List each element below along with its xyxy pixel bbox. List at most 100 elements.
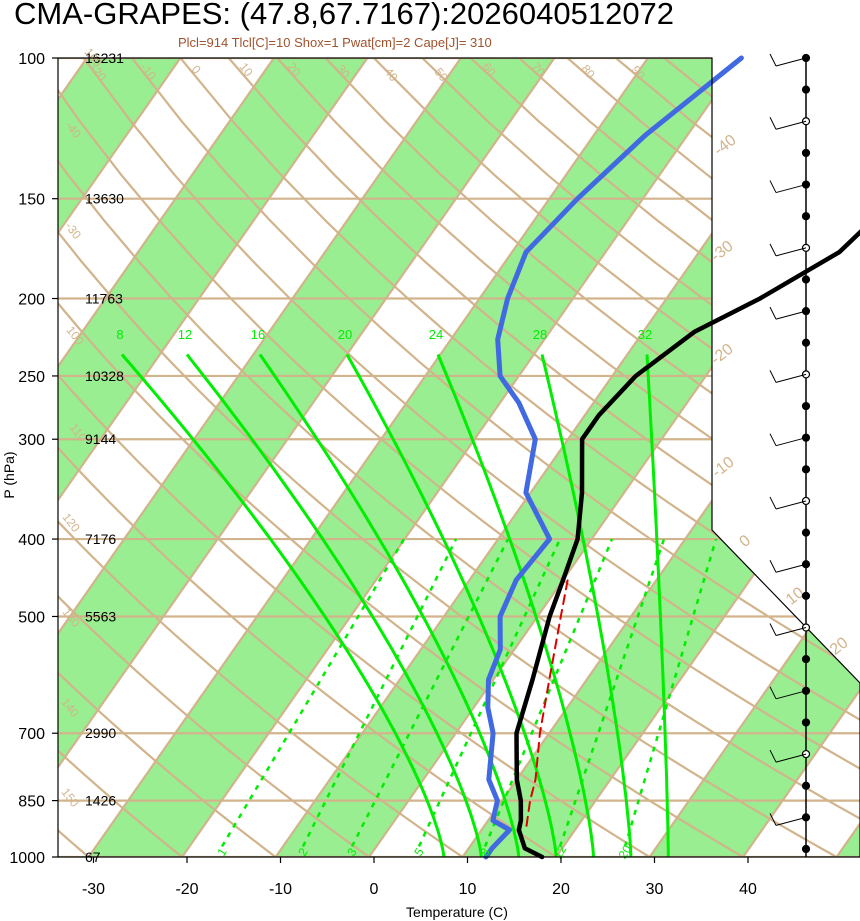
isotherm-line <box>58 58 517 857</box>
wind-barb <box>775 500 807 510</box>
dry-adiabat-line <box>58 58 514 857</box>
wind-barb <box>775 816 807 826</box>
mixing-ratio-line <box>301 538 458 847</box>
dewpoint-line <box>483 55 744 860</box>
chart-subtitle: Plcl=914 Tlcl[C]=10 Shox=1 Pwat[cm]=2 Ca… <box>178 35 492 50</box>
wind-barb <box>769 117 777 130</box>
isotherm-band <box>58 58 609 857</box>
dry-adiabat-label: 120 <box>59 510 83 535</box>
dry-adiabat-line <box>58 58 418 857</box>
isotherm-line <box>625 58 860 857</box>
isotherm-line <box>64 58 704 857</box>
wind-barb-dot <box>801 718 811 727</box>
temperature-line <box>514 229 860 860</box>
y-tick-label: 400 <box>18 532 45 549</box>
moist-adiabat-label: 16 <box>251 327 265 342</box>
isotherm-line <box>158 58 797 857</box>
mixing-ratio-line <box>483 538 614 847</box>
x-axis-label: Temperature (C) <box>406 904 508 920</box>
wind-barb <box>769 560 777 573</box>
isotherm-band <box>637 58 860 857</box>
height-label: 5563 <box>85 608 116 624</box>
isotherm-line <box>345 58 860 857</box>
wind-barb <box>775 563 807 573</box>
isotherm-line <box>719 58 860 857</box>
height-label: 2990 <box>85 725 116 741</box>
moist-adiabat-label: 8 <box>116 327 123 342</box>
y-tick-label: 100 <box>18 51 45 68</box>
wind-barb-dot <box>801 148 811 158</box>
y-tick-label: 1000 <box>9 850 45 867</box>
moist-adiabat-label: 12 <box>178 327 192 342</box>
sounding-profiles <box>483 55 860 860</box>
height-label: 13630 <box>85 191 124 207</box>
dry-adiabat-label: 10 <box>237 60 256 79</box>
moist-adiabat-label: 32 <box>638 327 652 342</box>
wind-barb <box>775 437 807 447</box>
dry-adiabat-line <box>58 58 129 857</box>
moist-adiabat-line <box>258 353 521 857</box>
isotherm-line <box>58 58 330 857</box>
wind-barb <box>769 623 777 636</box>
moist-adiabat-line <box>540 354 633 857</box>
wind-barb-dot <box>801 338 811 347</box>
moist-adiabat-line <box>345 353 558 857</box>
x-tick-label: -10 <box>269 881 292 898</box>
wind-barb <box>775 310 807 320</box>
isotherm-band <box>76 58 796 857</box>
wind-barb <box>775 753 807 763</box>
wind-barb <box>769 496 777 510</box>
height-label: 9144 <box>85 431 116 447</box>
wind-barb-dot <box>801 401 811 411</box>
moist-adiabat-line <box>436 353 595 857</box>
wind-barb-column <box>769 53 811 857</box>
x-tick-label: 20 <box>552 881 570 898</box>
wind-barb <box>775 247 807 257</box>
moist-adiabat-line <box>645 354 670 857</box>
height-label: 11763 <box>85 291 123 307</box>
wind-barb-dot <box>801 465 811 474</box>
x-tick-label: 40 <box>739 881 757 898</box>
wind-barb-dot <box>801 655 811 664</box>
wind-barb <box>775 184 807 194</box>
wind-barb <box>769 686 777 700</box>
isotherm-label: -40 <box>711 132 740 160</box>
isotherm-band <box>824 58 860 857</box>
moist-adiabat-line <box>120 353 446 857</box>
y-axis-label: P (hPa) <box>1 451 17 498</box>
y-tick-label: 150 <box>18 192 45 209</box>
wind-barb-dot <box>801 844 811 854</box>
wind-barb <box>775 120 807 130</box>
wind-barb-dot <box>801 781 811 790</box>
height-label: 7176 <box>85 531 116 547</box>
isotherm-band <box>58 58 422 857</box>
x-tick-label: -30 <box>82 881 105 898</box>
wind-barb <box>769 433 777 446</box>
x-tick-label: 10 <box>459 881 477 898</box>
height-label: 10328 <box>85 368 124 384</box>
dry-adiabat-label: 150 <box>58 785 82 810</box>
wind-barb-dot <box>801 85 811 94</box>
wind-barb <box>769 749 777 763</box>
wind-barb-dot <box>801 275 811 284</box>
moist-adiabat-label: 28 <box>533 327 547 342</box>
wind-barb <box>769 243 777 257</box>
isotherm-line <box>58 58 236 857</box>
y-tick-label: 200 <box>18 292 45 309</box>
height-label: 1426 <box>85 793 116 809</box>
isotherm-line <box>812 58 860 857</box>
parcel-path-line <box>525 578 569 827</box>
dry-adiabat-label: 0 <box>189 63 204 77</box>
y-tick-label: 500 <box>18 609 45 626</box>
moist-adiabat-lines <box>120 353 670 857</box>
isotherm-line <box>58 58 423 857</box>
moist-adiabat-line <box>185 353 483 857</box>
mixing-ratio-line <box>623 538 718 847</box>
isotherm-line <box>58 58 610 857</box>
dry-adiabat-label: 80 <box>579 62 598 81</box>
wind-barb-dot <box>801 591 811 600</box>
wind-barb <box>769 53 777 67</box>
mixing-ratio-line <box>350 538 510 847</box>
